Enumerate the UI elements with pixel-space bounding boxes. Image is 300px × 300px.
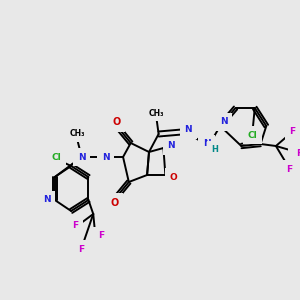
Text: CH₃: CH₃ [70,130,85,139]
Text: N: N [184,125,192,134]
Text: F: F [72,221,78,230]
Text: O: O [110,198,118,208]
Text: O: O [169,172,177,182]
Text: F: F [98,232,104,241]
Text: F: F [286,164,292,173]
Text: F: F [296,148,300,158]
Text: N: N [220,118,228,127]
Text: F: F [289,128,295,136]
Text: CH₃: CH₃ [149,109,164,118]
Text: N: N [167,142,175,151]
Text: Cl: Cl [52,154,62,163]
Text: F: F [78,244,84,253]
Text: N: N [43,196,51,205]
Text: O: O [112,117,121,127]
Text: H: H [211,146,218,154]
Text: N: N [102,152,110,161]
Text: Cl: Cl [248,130,258,140]
Text: N: N [78,152,85,161]
Text: N: N [203,140,211,148]
